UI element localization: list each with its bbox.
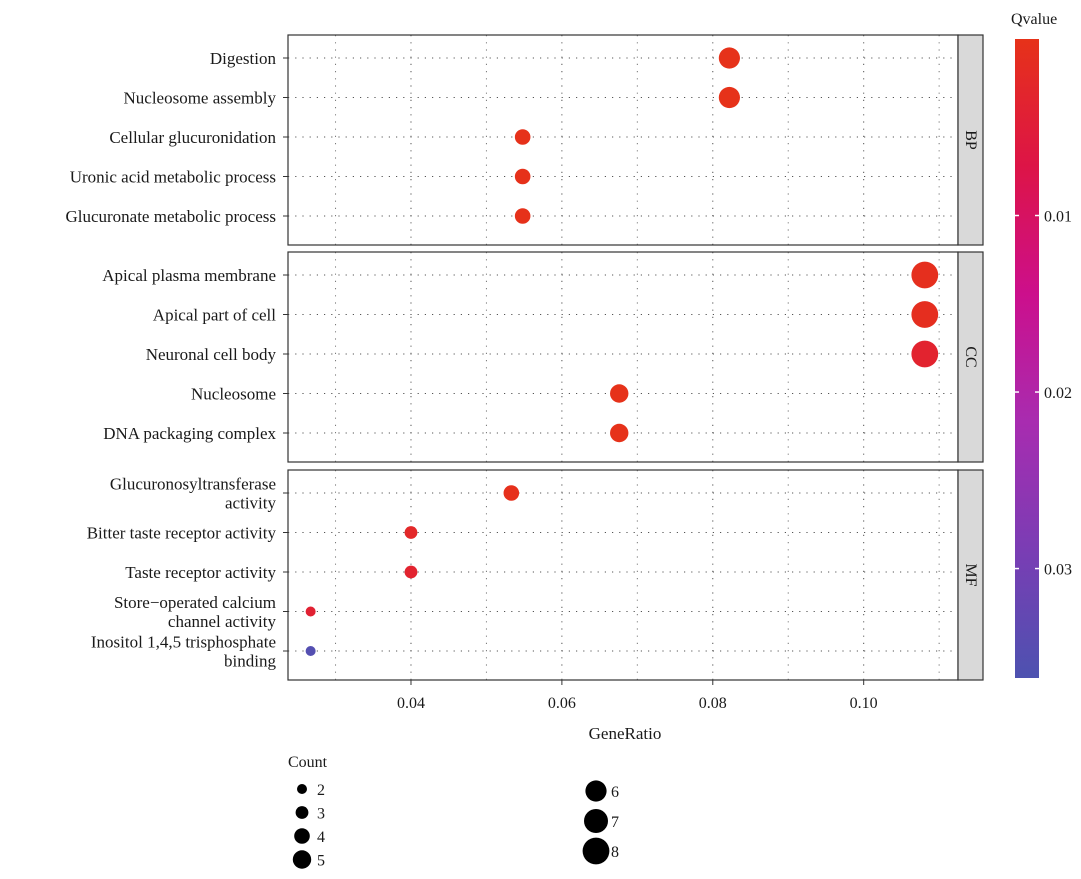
size-legend-label: 2 (317, 782, 325, 799)
term-label: Neuronal cell body (146, 345, 277, 364)
size-legend-key (582, 837, 610, 865)
size-legend-key (297, 784, 307, 794)
facet-panel-mf: Glucuronosyltransferase activity Bitter ta… (87, 469, 984, 681)
size-legend-key (585, 780, 607, 802)
size-legend-label: 6 (611, 784, 619, 801)
term-label: Store−operated calcium channel activity (114, 593, 277, 631)
facet-strip (957, 469, 984, 681)
data-point (305, 646, 316, 656)
qvalue-colorbar-legend: Qvalue 0.01 0.02 0.03 (1011, 11, 1072, 678)
size-legend-label: 4 (317, 829, 325, 846)
size-legend-key (292, 850, 312, 869)
facet-strip (957, 34, 984, 246)
term-label: Nucleosome assembly (124, 89, 277, 108)
term-label: DNA packaging complex (103, 424, 276, 443)
term-label: Taste receptor activity (125, 563, 276, 582)
data-point (911, 301, 939, 328)
data-point (514, 129, 531, 145)
term-label: Inositol 1,4,5 trisphosphate binding (91, 633, 277, 671)
panel-background (288, 35, 958, 245)
x-tick-label: 0.04 (397, 695, 425, 712)
size-legend-key (584, 809, 608, 833)
colorbar-title: Qvalue (1011, 11, 1057, 28)
facet-panel-cc: Apical plasma membrane Apical part of cel… (102, 251, 984, 463)
data-point (514, 208, 531, 224)
size-legend-label: 3 (317, 806, 325, 823)
term-label: Apical part of cell (153, 306, 276, 325)
facet-strip-label: BP (962, 130, 979, 150)
size-legend-title: Count (288, 754, 328, 771)
term-label: Digestion (210, 49, 277, 68)
data-point (404, 526, 418, 539)
facet-strip (957, 251, 984, 463)
size-legend-label: 5 (317, 853, 325, 870)
facet-panels: Digestion Nucleosome assembly Cellular glu… (65, 34, 984, 681)
colorbar-tick-label: 0.01 (1044, 209, 1072, 226)
size-legend-label: 8 (611, 844, 619, 861)
size-legend-label: 7 (611, 814, 619, 831)
count-size-legend: Count 2 3 4 5 6 7 8 (288, 754, 619, 870)
term-label: Uronic acid metabolic process (70, 168, 276, 187)
term-label: Glucuronate metabolic process (65, 207, 276, 226)
term-label: Apical plasma membrane (102, 266, 276, 285)
colorbar-tick-label: 0.03 (1044, 562, 1072, 579)
term-label: Cellular glucuronidation (109, 128, 276, 147)
data-point (911, 340, 939, 368)
term-label: Nucleosome (191, 385, 276, 404)
term-label: Bitter taste receptor activity (87, 524, 277, 543)
x-tick-label: 0.08 (699, 695, 727, 712)
data-point (514, 168, 531, 185)
data-point (718, 47, 740, 69)
data-point (718, 86, 740, 109)
x-axis-title: GeneRatio (589, 724, 662, 743)
facet-strip-label: CC (962, 346, 979, 367)
term-label: Glucuronosyltransferase activity (110, 475, 277, 513)
size-legend-key (295, 806, 309, 819)
facet-panel-bp: Digestion Nucleosome assembly Cellular glu… (65, 34, 984, 246)
data-point (610, 423, 629, 443)
colorbar (1015, 39, 1039, 678)
panel-background (288, 470, 958, 680)
facet-strip-label: MF (962, 563, 979, 586)
data-point (305, 606, 316, 617)
data-point (610, 384, 629, 403)
size-legend-key (294, 828, 310, 844)
data-point (503, 485, 520, 501)
x-tick-label: 0.10 (850, 695, 878, 712)
x-tick-label: 0.06 (548, 695, 576, 712)
data-point (911, 261, 939, 289)
data-point (404, 565, 418, 579)
colorbar-tick-label: 0.02 (1044, 385, 1072, 402)
x-axis: 0.04 0.06 0.08 0.10 (397, 680, 878, 712)
